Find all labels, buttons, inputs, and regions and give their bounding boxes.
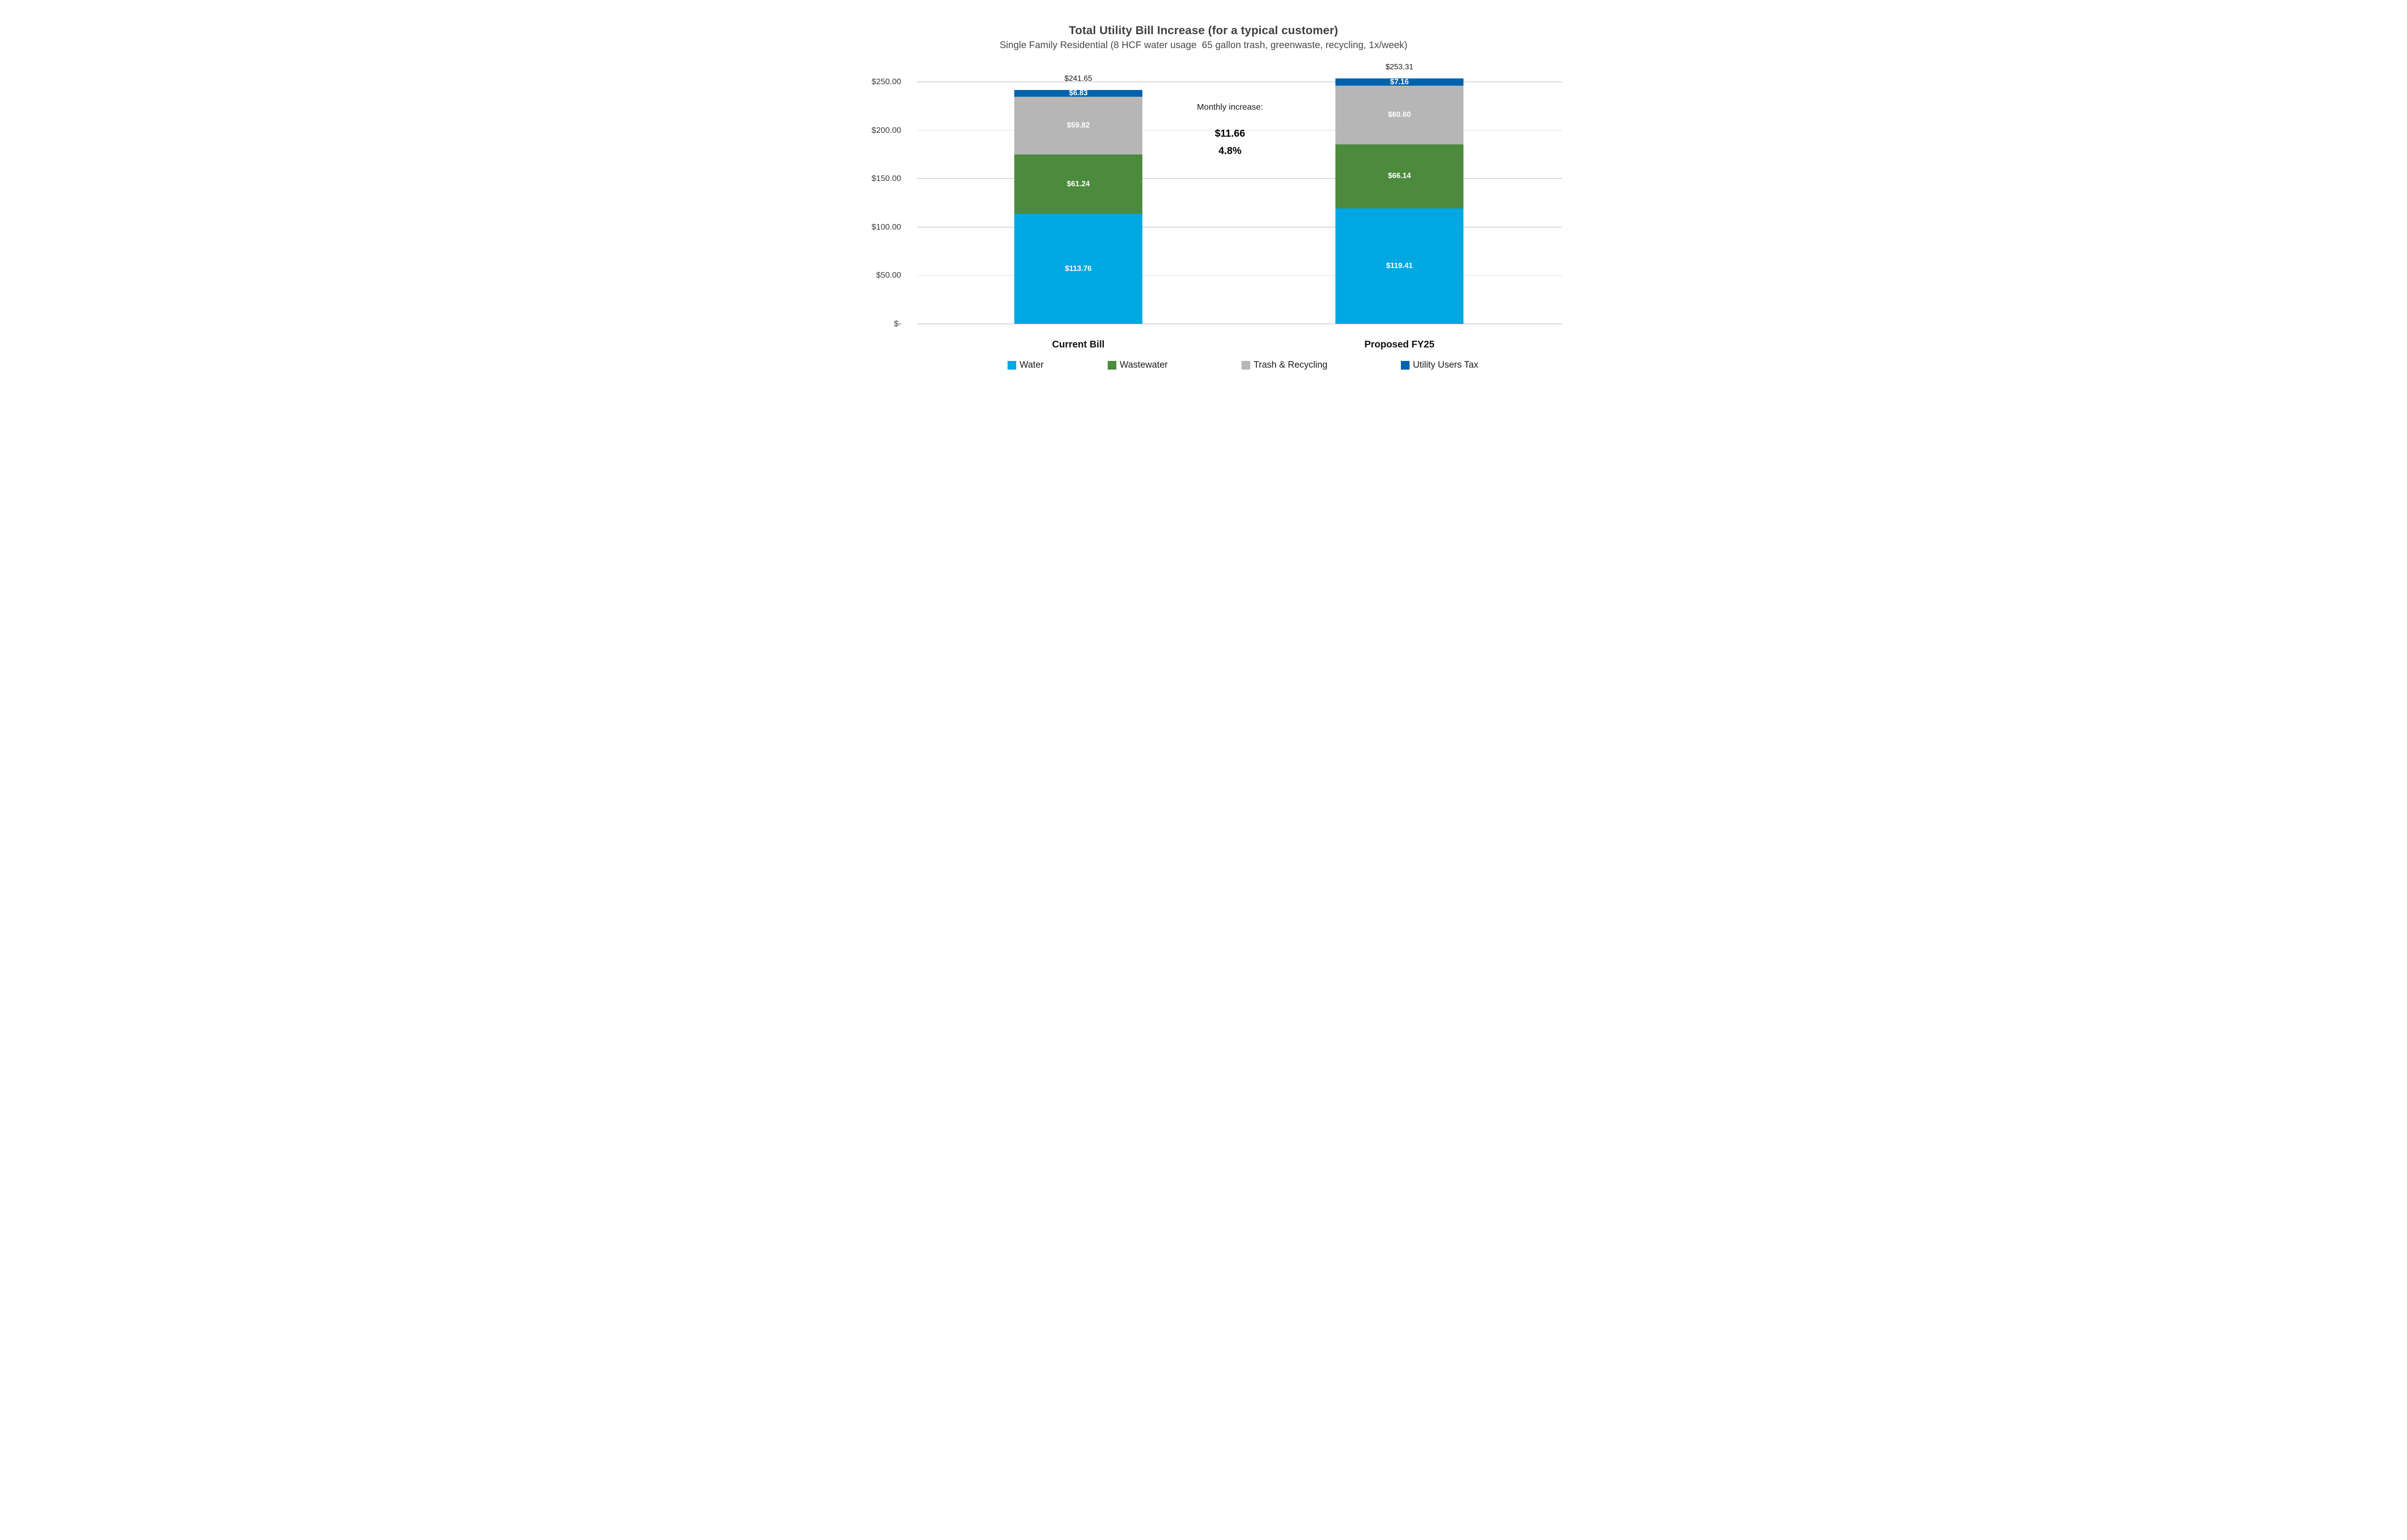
y-axis-tick-label: $250.00 xyxy=(871,77,901,86)
bar-segment-value-label: $6.83 xyxy=(1069,89,1088,97)
legend-swatch-trash-recycling xyxy=(1242,361,1250,370)
legend: Water Wastewater Trash & Recycling Utility … xyxy=(830,360,1577,372)
gridline-0 xyxy=(917,323,1562,324)
bar-total-label-current-bill: $241.65 xyxy=(1064,74,1092,83)
bar-segment-water-current-bill: $113.76 xyxy=(1014,214,1142,324)
annotation-amount: $11.66 xyxy=(1215,128,1245,139)
chart-canvas: Total Utility Bill Increase (for a typic… xyxy=(830,0,1577,385)
legend-item-water: Water xyxy=(1008,360,1044,371)
bar-segment-utility-users-tax-current-bill: $6.83 xyxy=(1014,90,1142,97)
y-axis-tick-label: $200.00 xyxy=(871,125,901,135)
chart-title: Total Utility Bill Increase (for a typic… xyxy=(1069,24,1338,37)
gridline-50 xyxy=(917,275,1562,276)
bar-segment-value-label: $119.41 xyxy=(1386,262,1413,270)
legend-item-trash-recycling: Trash & Recycling xyxy=(1242,360,1327,371)
legend-swatch-water xyxy=(1008,361,1016,370)
bar-segment-value-label: $7.16 xyxy=(1390,77,1409,86)
legend-item-wastewater: Wastewater xyxy=(1108,360,1168,371)
legend-item-utility-users-tax: Utility Users Tax xyxy=(1401,360,1478,371)
x-axis-label-current-bill: Current Bill xyxy=(1052,339,1105,350)
bar-segment-water-proposed-fy25: $119.41 xyxy=(1335,208,1463,324)
y-axis-tick-label: $50.00 xyxy=(876,270,901,280)
legend-label-water: Water xyxy=(1020,360,1044,370)
bar-segment-wastewater-proposed-fy25: $66.14 xyxy=(1335,144,1463,208)
plot-area: $- $50.00 $100.00 $150.00 $200.00 $250.00 $113… xyxy=(830,0,1577,385)
bar-segment-value-label: $61.24 xyxy=(1067,180,1090,188)
bar-segment-value-label: $66.14 xyxy=(1388,172,1411,180)
bar-segment-value-label: $60.60 xyxy=(1388,110,1411,119)
gridline-250 xyxy=(917,81,1562,82)
annotation-label: Monthly increase: xyxy=(1197,102,1263,112)
y-axis-tick-label: $100.00 xyxy=(871,222,901,231)
gridline-100 xyxy=(917,227,1562,228)
annotation-percent: 4.8% xyxy=(1218,145,1242,156)
legend-label-utility-users-tax: Utility Users Tax xyxy=(1413,360,1478,370)
gridline-150 xyxy=(917,178,1562,179)
bar-segment-wastewater-current-bill: $61.24 xyxy=(1014,154,1142,214)
y-axis-tick-label: $150.00 xyxy=(871,174,901,183)
y-axis-tick-label: $- xyxy=(893,319,901,328)
bar-segment-value-label: $59.82 xyxy=(1067,121,1090,129)
legend-swatch-wastewater xyxy=(1108,361,1116,370)
bar-total-label-proposed-fy25: $253.31 xyxy=(1385,63,1413,72)
bar-segment-utility-users-tax-proposed-fy25: $7.16 xyxy=(1335,77,1463,86)
monthly-increase-annotation: Monthly increase: $11.66 4.8% xyxy=(1160,101,1300,164)
gridline-200 xyxy=(917,129,1562,131)
bar-segment-value-label: $113.76 xyxy=(1065,264,1092,273)
bar-segment-trash-recycling-proposed-fy25: $60.60 xyxy=(1335,85,1463,144)
legend-label-trash-recycling: Trash & Recycling xyxy=(1254,360,1328,370)
x-axis-label-proposed-fy25: Proposed FY25 xyxy=(1364,339,1435,350)
chart-subtitle: Single Family Residential (8 HCF water u… xyxy=(999,40,1408,51)
legend-label-wastewater: Wastewater xyxy=(1120,360,1168,370)
legend-swatch-utility-users-tax xyxy=(1401,361,1410,370)
bar-segment-trash-recycling-current-bill: $59.82 xyxy=(1014,96,1142,154)
